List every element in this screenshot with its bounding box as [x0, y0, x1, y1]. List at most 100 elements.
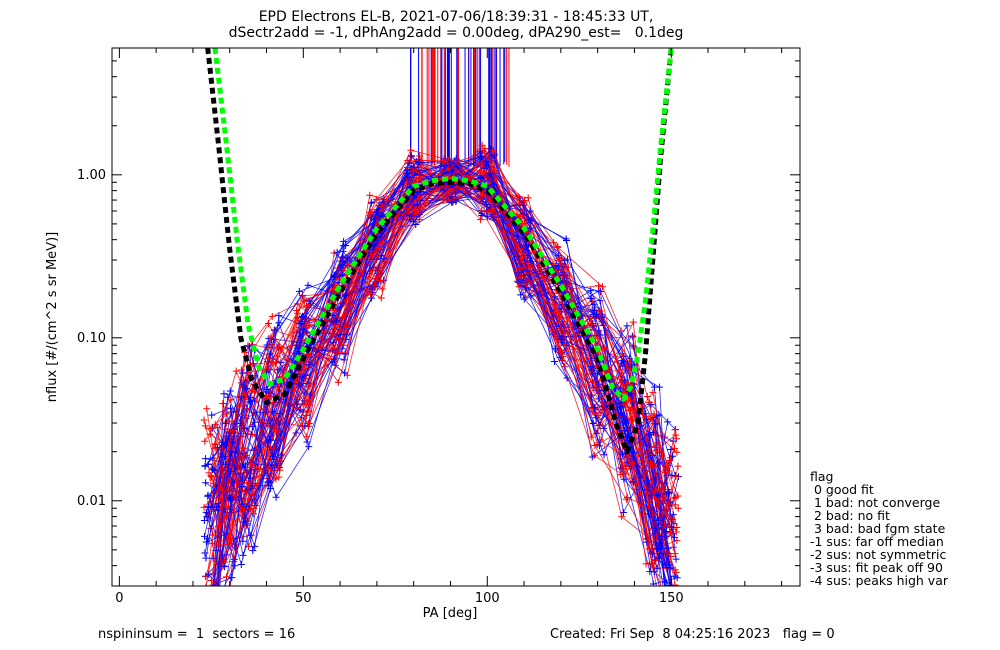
data-point-marker	[264, 465, 272, 473]
data-point-marker	[264, 478, 272, 486]
data-point-marker	[221, 419, 229, 427]
data-point-marker	[622, 495, 630, 503]
chart-title-line1: EPD Electrons EL-B, 2021-07-06/18:39:31 …	[258, 9, 654, 25]
data-point-marker	[650, 410, 658, 418]
data-point-marker	[201, 532, 209, 540]
data-point-marker	[478, 190, 486, 198]
data-point-marker	[556, 260, 564, 268]
data-point-marker	[220, 390, 228, 398]
data-point-marker	[560, 330, 568, 338]
y-tick-label: 0.01	[77, 494, 106, 509]
data-point-marker	[276, 343, 284, 351]
legend-item: 3 bad: bad fgm state	[810, 521, 946, 536]
data-point-marker	[653, 565, 661, 573]
data-point-marker	[674, 617, 681, 624]
data-point-marker	[204, 503, 212, 511]
data-point-marker	[272, 493, 280, 501]
data-point-marker	[276, 410, 284, 418]
data-point-marker	[557, 254, 565, 262]
data-point-marker	[207, 591, 214, 598]
data-point-marker	[599, 283, 607, 291]
data-point-marker	[517, 291, 525, 299]
data-point-marker	[562, 235, 570, 243]
profile-series-line	[208, 166, 664, 586]
data-point-marker	[446, 172, 454, 180]
data-point-marker	[341, 310, 349, 318]
data-point-marker	[250, 504, 258, 512]
x-axis-label: PA [deg]	[423, 606, 478, 621]
data-point-marker	[366, 208, 374, 216]
data-point-marker	[477, 174, 485, 182]
data-point-marker	[652, 446, 660, 454]
data-point-marker	[671, 614, 678, 621]
data-point-marker	[446, 161, 454, 169]
x-tick-label: 100	[475, 591, 500, 606]
data-point-marker	[550, 357, 558, 365]
data-point-marker	[590, 451, 598, 459]
data-point-marker	[559, 301, 567, 309]
data-point-marker	[267, 436, 275, 444]
data-point-marker	[208, 604, 215, 611]
data-point-marker	[209, 454, 217, 462]
data-point-marker	[269, 452, 277, 460]
data-point-marker	[550, 239, 558, 247]
data-point-marker	[272, 475, 280, 483]
data-point-marker	[271, 326, 279, 334]
data-point-marker	[305, 407, 313, 415]
data-point-marker	[518, 282, 526, 290]
data-point-marker	[378, 285, 386, 293]
data-point-marker	[304, 420, 312, 428]
data-point-marker	[656, 383, 664, 391]
data-point-marker	[201, 437, 209, 445]
profile-series-line	[217, 169, 671, 586]
data-point-marker	[200, 416, 208, 424]
data-point-marker	[342, 323, 350, 331]
data-point-marker	[652, 443, 660, 451]
data-point-marker	[300, 298, 308, 306]
data-point-marker	[277, 451, 285, 459]
data-point-marker	[202, 572, 210, 580]
data-point-marker	[478, 210, 486, 218]
data-point-marker	[644, 486, 652, 494]
data-point-marker	[600, 403, 608, 411]
data-point-marker	[600, 451, 608, 459]
data-point-marker	[620, 383, 628, 391]
data-point-marker	[272, 359, 280, 367]
data-point-marker	[300, 296, 308, 304]
data-point-marker	[300, 313, 308, 321]
legend-item: 1 bad: not converge	[810, 495, 941, 510]
data-point-marker	[628, 332, 636, 340]
data-point-marker	[222, 573, 230, 581]
chart-title-line2: dSectr2add = -1, dPhAng2add = 0.00deg, d…	[228, 25, 684, 41]
legend-item: 2 bad: no fit	[810, 508, 890, 523]
x-tick-label: 0	[115, 591, 123, 606]
data-point-marker	[521, 197, 529, 205]
data-point-marker	[441, 158, 449, 166]
profile-series-line	[213, 149, 669, 541]
data-point-marker	[206, 611, 213, 618]
data-point-marker	[672, 431, 680, 439]
data-point-marker	[596, 307, 604, 315]
data-point-marker	[373, 208, 381, 216]
data-point-marker	[407, 152, 415, 160]
profile-series-line	[206, 166, 677, 545]
data-point-marker	[662, 532, 670, 540]
data-point-marker	[367, 199, 375, 207]
profile-series-line	[212, 164, 669, 557]
data-point-marker	[225, 592, 232, 599]
data-point-marker	[329, 338, 337, 346]
data-point-marker	[202, 554, 210, 562]
data-point-marker	[213, 599, 220, 606]
data-point-marker	[664, 418, 672, 426]
data-point-marker	[274, 383, 282, 391]
data-point-marker	[228, 574, 236, 582]
data-layer	[200, 48, 682, 624]
data-point-marker	[618, 513, 626, 521]
data-point-marker	[439, 196, 447, 204]
fit-curve-black	[205, 48, 674, 455]
data-point-marker	[208, 473, 216, 481]
legend-item: -4 sus: peaks high var	[810, 573, 949, 588]
data-point-marker	[266, 350, 274, 358]
data-point-marker	[377, 294, 385, 302]
data-point-marker	[223, 540, 231, 548]
